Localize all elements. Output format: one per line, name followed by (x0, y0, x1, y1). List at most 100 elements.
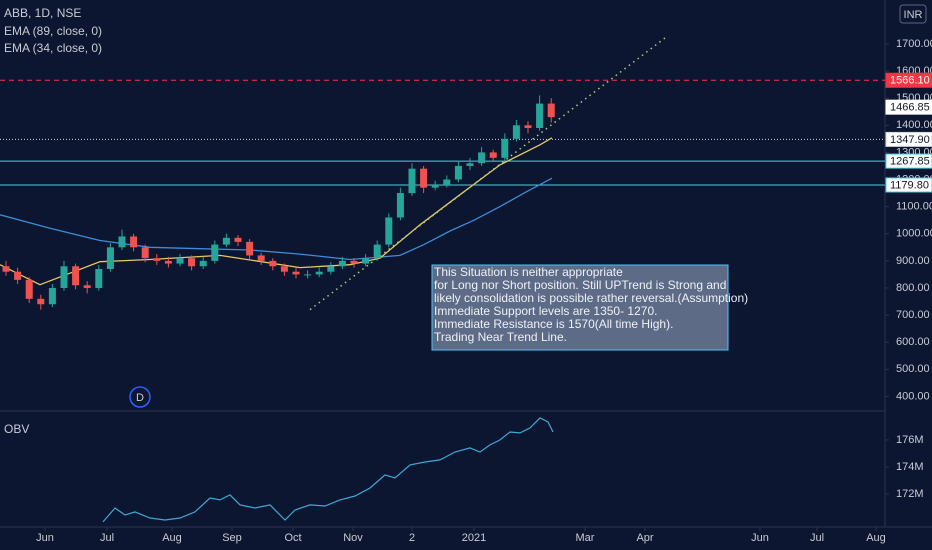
interval-label: D (136, 392, 144, 404)
candle-body (130, 236, 138, 248)
candle-body (257, 255, 265, 261)
annotation-line: Immediate Resistance is 1570(All time Hi… (434, 317, 673, 331)
candle-body (362, 258, 370, 264)
y-tick-label: 900.00 (896, 255, 930, 267)
x-tick-label: Sep (222, 532, 242, 544)
x-tick-label: Apr (636, 532, 653, 544)
candle-body (338, 260, 346, 267)
level-label-text: 1267.85 (890, 156, 930, 168)
candle-body (164, 260, 172, 264)
currency-label: INR (904, 9, 923, 21)
candle-body (153, 258, 161, 261)
legend-entry: EMA (89, close, 0) (4, 24, 102, 38)
y-tick-label: 500.00 (896, 363, 930, 375)
candles (2, 95, 555, 310)
candle-body (373, 244, 381, 259)
ema-line (0, 177, 553, 261)
candle-body (95, 268, 103, 288)
candle-body (501, 138, 509, 158)
candle-body (315, 271, 323, 275)
level-label (885, 72, 932, 88)
candle-body (199, 260, 207, 267)
candle-body (385, 217, 393, 245)
annotation-line: for Long nor Short position. Still UPTre… (434, 278, 726, 292)
candle-body (280, 266, 288, 272)
candle-body (211, 244, 219, 261)
last-price-label (885, 99, 932, 115)
x-tick-label: Aug (162, 532, 182, 544)
y-tick-label: 700.00 (896, 309, 930, 321)
y-tick-label: 1000.00 (896, 228, 932, 240)
obv-tick-label: 174M (896, 461, 924, 473)
candle-body (478, 152, 486, 164)
candle-body (234, 237, 242, 242)
x-tick-label: Aug (866, 532, 886, 544)
x-tick-label: Oct (284, 532, 301, 544)
x-tick-label: Mar (576, 532, 595, 544)
candle-body (350, 260, 358, 264)
x-tick-label: 2 (409, 532, 415, 544)
indicator-lines (0, 37, 666, 523)
annotation-line: likely consolidation is possible rather … (434, 291, 748, 305)
level-label (885, 131, 932, 147)
x-tick-label: Jun (751, 532, 769, 544)
annotation-box[interactable] (431, 264, 729, 351)
level-label-text: 1566.10 (890, 75, 930, 87)
obv-tick-label: 176M (896, 434, 924, 446)
candle-body (466, 163, 474, 166)
candle-body (37, 298, 45, 305)
price-labels: 1566.10 1347.90 1267.85 1179.80 1466.85 (885, 72, 932, 193)
y-tick-label: 1400.00 (896, 119, 932, 131)
annotation-line: Immediate Support levels are 1350- 1270. (434, 304, 657, 318)
candle-body (547, 103, 555, 118)
candle-body (396, 193, 404, 218)
candle-body (83, 285, 91, 288)
obv-line (102, 417, 554, 523)
x-tick-label: Jul (810, 532, 824, 544)
x-tick-label: 2021 (462, 532, 486, 544)
candle-body (536, 103, 544, 128)
annotation-line: Trading Near Trend Line. (434, 330, 567, 344)
candle-body (327, 266, 335, 272)
candle-body (222, 237, 230, 245)
y-tick-label: 1100.00 (896, 201, 932, 213)
annotation-line: This Situation is neither appropriate (434, 265, 623, 279)
x-tick-label: Jul (100, 532, 114, 544)
y-tick-label: 600.00 (896, 336, 930, 348)
candle-body (246, 241, 254, 256)
candle-body (443, 179, 451, 185)
candle-body (524, 125, 532, 128)
candle-body (48, 287, 56, 305)
candle-body (304, 274, 312, 276)
x-tick-label: Nov (343, 532, 363, 544)
candle-body (72, 266, 80, 286)
candle-body (408, 168, 416, 194)
obv-label: OBV (4, 422, 29, 436)
currency-badge[interactable] (899, 4, 927, 24)
candle-body (489, 152, 497, 158)
level-label (885, 177, 932, 193)
candle-body (141, 247, 149, 259)
last-price-label-text: 1466.85 (890, 102, 930, 114)
interval-badge[interactable] (129, 386, 151, 408)
candle-body (454, 165, 462, 180)
ema-line (0, 137, 553, 286)
y-tick-label: 400.00 (896, 390, 930, 402)
level-label-text: 1347.90 (890, 134, 930, 146)
candle-body (269, 260, 277, 267)
candle-body (431, 184, 439, 188)
annotation: This Situation is neither appropriatefor… (434, 265, 748, 344)
level-label-text: 1179.80 (890, 179, 929, 191)
y-tick-label: 800.00 (896, 282, 930, 294)
candle-body (60, 266, 68, 288)
candle-body (420, 168, 428, 188)
candle-body (188, 258, 196, 267)
candle-body (2, 266, 10, 272)
x-tick-label: Jun (36, 532, 54, 544)
candle-body (25, 279, 33, 299)
candle-body (118, 236, 126, 248)
candle-body (106, 247, 114, 269)
legend-entry: EMA (34, close, 0) (4, 41, 102, 55)
